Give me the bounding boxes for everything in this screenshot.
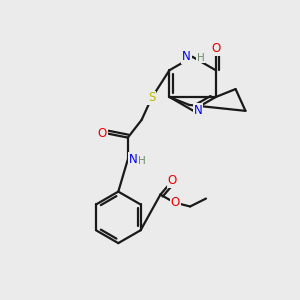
Text: N: N bbox=[129, 153, 138, 166]
Text: N: N bbox=[194, 104, 202, 117]
Text: H: H bbox=[138, 156, 146, 167]
Text: N: N bbox=[182, 50, 190, 63]
Text: O: O bbox=[211, 42, 220, 55]
Text: O: O bbox=[98, 127, 107, 140]
Text: H: H bbox=[196, 53, 204, 63]
Text: O: O bbox=[168, 174, 177, 187]
Text: S: S bbox=[148, 92, 155, 104]
Text: O: O bbox=[171, 196, 180, 209]
